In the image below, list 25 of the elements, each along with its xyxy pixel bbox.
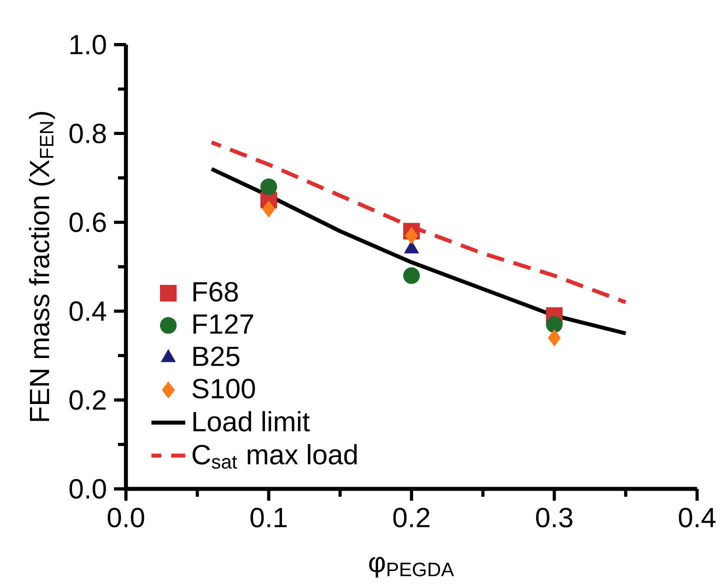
point xyxy=(405,227,418,244)
y-axis-title: FEN mass fraction (X$_{FEN}$) xyxy=(28,112,55,421)
y-tick-label: 0.0 xyxy=(70,478,106,499)
x-axis-title: φ$_{PEGDA}$ xyxy=(369,556,454,578)
legend-label: B25 xyxy=(193,346,240,366)
legend-label: S100 xyxy=(192,378,255,398)
y-tick-label: 0.8 xyxy=(70,123,106,144)
legend-label: Load limit xyxy=(193,410,310,432)
x-tick-label: 0.1 xyxy=(250,508,287,528)
point xyxy=(262,200,276,218)
point xyxy=(548,329,561,346)
legend-label: F68 xyxy=(193,282,238,302)
x-tick-label: 0.2 xyxy=(393,508,430,528)
y-tick-label: 1.0 xyxy=(70,34,106,54)
x-tick-label: 0.0 xyxy=(108,508,144,528)
point xyxy=(546,316,563,333)
x-tick-label: 0.3 xyxy=(536,508,572,528)
y-tick-label: 0.2 xyxy=(70,390,106,410)
y-tick-label: 0.4 xyxy=(70,301,106,321)
point xyxy=(403,267,420,284)
legend-label: C$_{sat}$ max load xyxy=(192,444,357,469)
legend-label: F127 xyxy=(193,314,254,334)
x-tick-label: 0.4 xyxy=(678,508,716,528)
y-tick-label: 0.6 xyxy=(70,212,106,232)
point xyxy=(260,178,278,195)
